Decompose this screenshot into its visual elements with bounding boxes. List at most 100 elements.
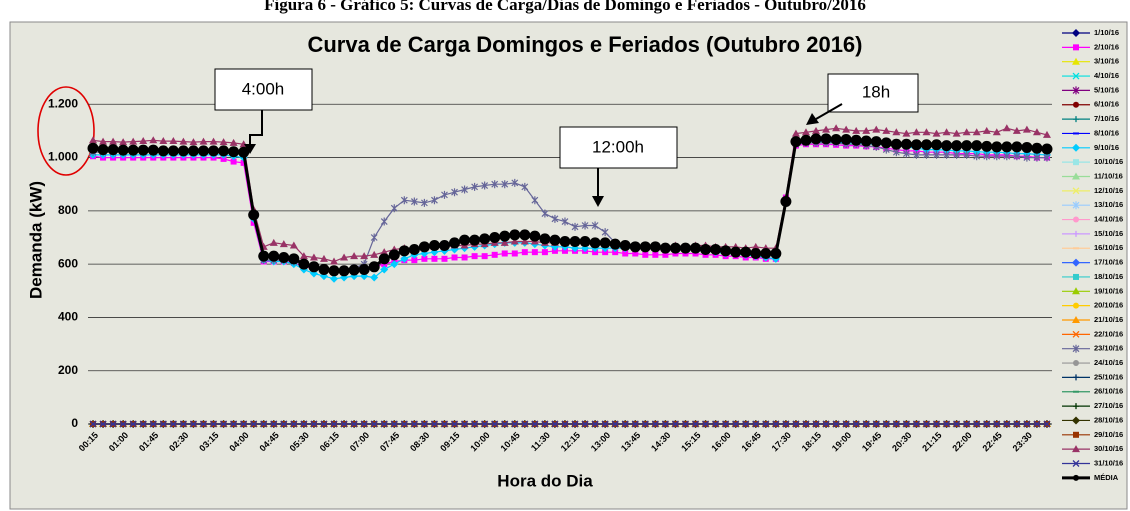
marker [499, 230, 511, 242]
marker [973, 152, 981, 161]
legend-label: 28/10/16 [1094, 415, 1123, 424]
marker [742, 420, 750, 428]
marker [119, 420, 127, 428]
marker [400, 420, 408, 428]
marker [1031, 142, 1043, 154]
marker [451, 254, 458, 261]
legend-label: 21/10/16 [1094, 315, 1123, 324]
marker [822, 125, 831, 133]
marker [299, 252, 308, 260]
marker [1011, 141, 1023, 153]
legend-item: 9/10/16 [1062, 143, 1119, 152]
marker [1021, 141, 1033, 153]
annotation-arrowhead [592, 196, 604, 207]
marker [320, 420, 328, 428]
legend-item: 11/10/16 [1062, 171, 1123, 180]
marker [601, 420, 609, 428]
marker [1072, 172, 1080, 180]
marker [431, 196, 438, 205]
marker [692, 420, 699, 428]
marker [469, 234, 481, 246]
marker [511, 178, 519, 187]
y-tick-label: 1.200 [48, 96, 78, 110]
marker [1013, 152, 1021, 161]
legend-label: 18/10/16 [1094, 272, 1123, 281]
marker [380, 265, 389, 274]
marker [802, 420, 810, 428]
marker [669, 242, 681, 254]
marker [842, 420, 850, 428]
marker [983, 152, 991, 161]
y-tick-label: 1.000 [48, 150, 78, 164]
marker [931, 139, 943, 151]
legend-item: 23/10/16 [1062, 344, 1123, 353]
marker [519, 229, 531, 241]
marker [531, 196, 539, 205]
marker [431, 255, 438, 262]
marker [479, 233, 491, 245]
marker [810, 133, 822, 145]
y-tick-label: 200 [58, 363, 78, 377]
marker [288, 253, 300, 265]
marker [1073, 360, 1079, 367]
marker [521, 420, 529, 428]
marker [679, 242, 691, 254]
legend-label: 16/10/16 [1094, 243, 1123, 252]
marker [420, 420, 428, 428]
marker [611, 420, 619, 428]
marker [129, 420, 137, 428]
marker [842, 125, 851, 133]
marker [390, 260, 399, 269]
marker [360, 420, 368, 428]
marker [137, 144, 149, 156]
legend-item: 28/10/16 [1062, 415, 1123, 425]
marker [97, 144, 109, 156]
legend-item: 24/10/16 [1062, 358, 1123, 367]
marker [732, 420, 740, 428]
marker [1023, 420, 1031, 428]
marker [270, 420, 278, 428]
marker [310, 420, 318, 428]
marker [1012, 126, 1021, 134]
legend-label: 3/10/16 [1094, 57, 1119, 66]
marker [300, 420, 308, 428]
marker [932, 129, 941, 137]
legend-label: 11/10/16 [1094, 171, 1123, 180]
marker [870, 136, 882, 148]
marker [139, 137, 148, 145]
legend-item: 2/10/16 [1062, 42, 1119, 51]
marker [971, 140, 983, 152]
marker [87, 142, 99, 154]
marker [240, 159, 247, 166]
legend-item: 10/10/16 [1062, 157, 1123, 166]
legend-label: 17/10/16 [1094, 258, 1123, 267]
legend-item: 15/10/16 [1062, 229, 1123, 238]
marker [591, 420, 599, 428]
annotation-box [827, 73, 919, 113]
y-tick-label: 0 [71, 416, 78, 430]
marker [1073, 116, 1079, 123]
marker [531, 249, 538, 256]
marker [441, 190, 448, 199]
marker [1073, 230, 1079, 237]
legend-label: 26/10/16 [1094, 387, 1123, 396]
marker [187, 145, 199, 157]
marker [1023, 153, 1031, 162]
marker [993, 152, 1001, 161]
marker [953, 150, 961, 159]
marker [89, 136, 98, 144]
marker [410, 420, 418, 428]
annotation-arrowhead [244, 144, 256, 154]
legend-label: 9/10/16 [1094, 143, 1119, 152]
marker [561, 217, 569, 226]
marker [228, 146, 240, 158]
marker [700, 243, 712, 255]
marker [380, 217, 388, 226]
marker [189, 420, 197, 428]
legend-label: 12/10/16 [1094, 186, 1123, 195]
marker [179, 420, 187, 428]
marker [1072, 460, 1080, 467]
marker [1073, 302, 1079, 309]
marker [1073, 403, 1079, 410]
